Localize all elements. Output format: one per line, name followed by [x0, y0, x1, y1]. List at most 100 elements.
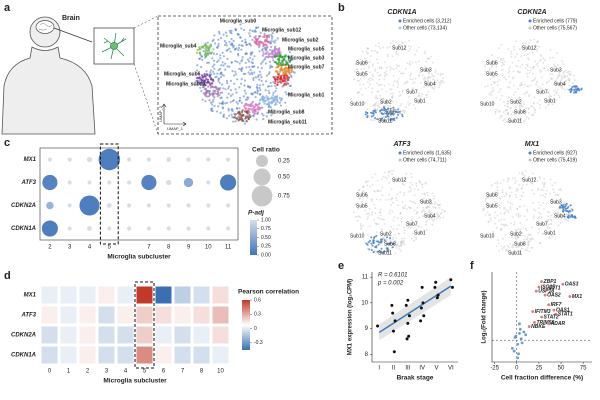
gene-label: STAT2 [544, 314, 559, 320]
cell-dot [401, 237, 403, 240]
heat-cell [117, 306, 134, 324]
cell-dot [437, 215, 440, 218]
cell-dot [429, 211, 432, 214]
cell-dot [563, 70, 565, 73]
cell-dot [204, 100, 207, 103]
cell-dot [550, 198, 553, 200]
cell-dot [234, 120, 237, 123]
cell-dot [580, 88, 583, 91]
point [547, 303, 551, 307]
cell-dot [414, 77, 417, 80]
cell-dot [493, 63, 496, 66]
cell-dot [356, 219, 359, 222]
cell-dot [368, 214, 371, 216]
cell-dot [379, 47, 382, 50]
cell-dot [420, 226, 423, 228]
cell-dot [370, 249, 373, 252]
cluster-label: Microglia_sub2 [282, 37, 319, 43]
cell-dot [377, 105, 380, 108]
row-label: ATF3 [20, 313, 36, 319]
cell-dot [357, 207, 360, 210]
cell-dot [283, 74, 286, 77]
cell-dot [204, 87, 207, 90]
cell-dot [287, 76, 290, 79]
cell-dot [518, 104, 521, 107]
cell-dot [213, 63, 216, 66]
cell-dot [379, 211, 382, 214]
cell-dot [359, 78, 362, 80]
cell-dot [537, 217, 539, 220]
cell-dot [267, 85, 270, 88]
cell-dot [396, 228, 398, 231]
heat-cell [60, 346, 77, 364]
cell-dot [211, 82, 214, 85]
cell-dot [376, 198, 378, 201]
cell-dot [213, 42, 217, 45]
cell-dot [523, 205, 526, 207]
cell-dot [503, 76, 506, 79]
cell-dot [413, 194, 416, 197]
cell-dot [376, 179, 379, 182]
sub-label: Sub7 [406, 221, 418, 227]
cell-dot [559, 85, 562, 88]
cell-dot [357, 74, 360, 77]
point [540, 315, 543, 319]
cell-dot [212, 78, 215, 81]
cell-dot [217, 105, 220, 108]
cell-dot [531, 226, 533, 229]
cell-dot [534, 209, 537, 212]
cell-dot [270, 37, 274, 40]
x-tick-label: 7 [147, 245, 151, 251]
cell-dot [430, 218, 433, 221]
cell-dot [502, 111, 505, 113]
point [434, 280, 438, 284]
cell-dot [401, 183, 404, 185]
cell-dot [248, 60, 251, 63]
cell-dot [530, 80, 533, 82]
cell-dot [524, 227, 527, 230]
legend-size-dot [253, 168, 271, 186]
cell-dot [540, 188, 542, 191]
cell-dot [431, 192, 434, 195]
cell-dot [226, 96, 229, 99]
cell-dot [413, 188, 416, 191]
cell-dot [396, 86, 399, 88]
cell-dot [275, 48, 279, 51]
cell-dot [383, 71, 386, 74]
cell-dot [538, 228, 540, 231]
cell-dot [512, 246, 515, 249]
cell-dot [507, 113, 509, 115]
cell-dot [395, 178, 397, 181]
point [517, 352, 520, 356]
cell-dot [368, 67, 370, 69]
panel-label: c [4, 137, 10, 149]
cell-dot [372, 75, 374, 78]
dot [79, 195, 100, 216]
x-tick-label: 2 [86, 369, 90, 375]
cell-dot [419, 71, 422, 74]
cell-dot [279, 51, 282, 54]
cell-dot [388, 46, 391, 48]
cell-dot [243, 79, 247, 82]
cell-dot [208, 46, 211, 49]
cell-dot [266, 111, 269, 114]
cell-dot [578, 89, 581, 92]
legend-label: 0.75 [278, 194, 290, 200]
cell-dot [258, 41, 261, 44]
cell-dot [545, 193, 547, 195]
dot [146, 157, 151, 162]
point [543, 293, 547, 297]
cell-dot [387, 232, 389, 235]
cell-dot [426, 77, 429, 79]
sub-label: Sub2 [510, 231, 522, 237]
cell-dot [490, 219, 492, 222]
cell-dot [511, 177, 514, 180]
cell-dot [552, 83, 555, 85]
cell-dot [392, 92, 394, 95]
cell-dot [531, 113, 534, 115]
cell-dot [255, 26, 258, 30]
cell-dot [224, 31, 228, 34]
cell-dot [243, 89, 246, 92]
cell-dot [563, 201, 566, 204]
cell-dot [413, 104, 415, 106]
